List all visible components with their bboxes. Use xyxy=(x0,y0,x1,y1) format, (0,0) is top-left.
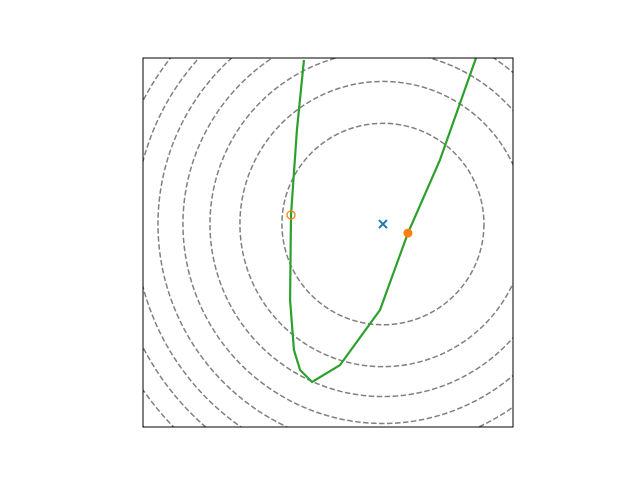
axes-frame xyxy=(142,57,514,428)
curve xyxy=(288,58,478,384)
plot-area xyxy=(143,58,513,427)
contour-line xyxy=(182,58,513,425)
contour-line xyxy=(239,80,513,368)
marker-open-circle xyxy=(286,210,296,220)
marker-x xyxy=(378,219,388,229)
contour-line xyxy=(157,58,513,427)
marker-filled-circle xyxy=(403,228,413,238)
contour-line xyxy=(281,122,485,326)
